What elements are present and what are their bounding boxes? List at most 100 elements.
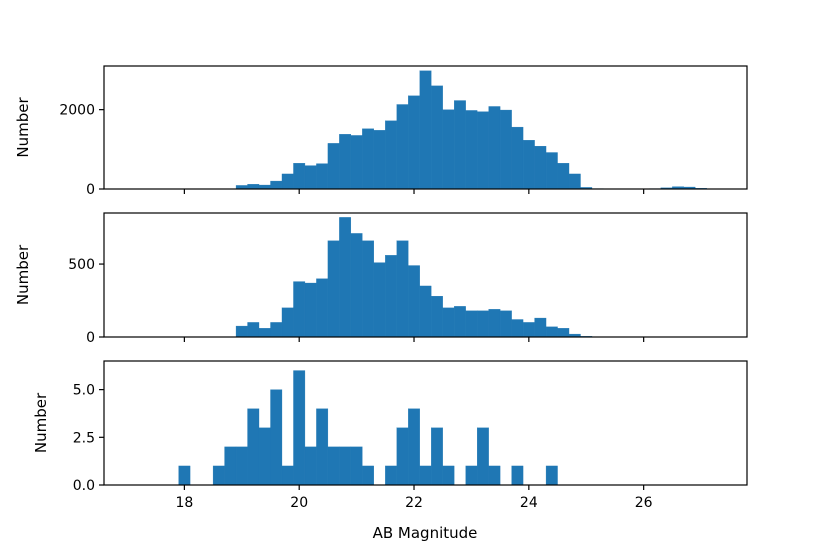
histogram-bar bbox=[545, 326, 558, 338]
histogram-bar bbox=[235, 446, 248, 486]
histogram-bar bbox=[396, 104, 409, 190]
histogram-bar bbox=[293, 281, 306, 338]
histogram-bar bbox=[362, 128, 374, 190]
histogram-bar bbox=[499, 310, 512, 338]
histogram-bar bbox=[385, 120, 397, 190]
histogram-bar bbox=[511, 126, 524, 190]
y-tick-label: 2000 bbox=[59, 103, 95, 119]
panel-top-histogram: 0 2000 Number bbox=[14, 65, 748, 198]
histogram-bar bbox=[431, 295, 443, 338]
histogram-bar bbox=[431, 427, 443, 486]
histogram-bar bbox=[270, 389, 283, 486]
y-tick-label: 2.5 bbox=[73, 430, 95, 446]
y-axis-label: Number bbox=[14, 97, 32, 158]
histogram-bar bbox=[235, 325, 248, 338]
histogram-bar bbox=[327, 143, 340, 190]
y-tick-label: 5.0 bbox=[73, 383, 95, 399]
panel-middle-histogram: 0 500 Number bbox=[14, 212, 748, 346]
histogram-bar bbox=[488, 106, 501, 190]
histogram-bar bbox=[477, 427, 489, 486]
histogram-bar bbox=[247, 184, 260, 190]
histogram-bar bbox=[339, 134, 352, 190]
histogram-bar bbox=[534, 317, 547, 338]
y-axis-label: Number bbox=[14, 244, 32, 305]
histogram-bar bbox=[465, 310, 478, 338]
histogram-bar bbox=[396, 427, 409, 486]
histogram-bar bbox=[224, 446, 237, 486]
histogram-bar bbox=[545, 465, 558, 486]
panel-bottom-histogram: 0.0 2.5 5.0 Number bbox=[32, 360, 748, 494]
histogram-bar bbox=[477, 111, 489, 190]
histogram-bar bbox=[258, 328, 271, 338]
histogram-bar bbox=[431, 85, 443, 190]
histogram-bar bbox=[212, 465, 225, 486]
histogram-bar bbox=[419, 285, 432, 338]
histogram-bar bbox=[373, 130, 386, 190]
histogram-bar bbox=[385, 255, 397, 338]
x-tick-label: 22 bbox=[405, 495, 423, 511]
axes-frame bbox=[103, 360, 748, 486]
histogram-bar bbox=[339, 217, 352, 338]
x-tick-label: 18 bbox=[175, 495, 193, 511]
histogram-bar bbox=[442, 465, 455, 486]
y-tick-label: 0 bbox=[86, 330, 95, 346]
histogram-bar bbox=[454, 306, 466, 338]
axes-frame bbox=[103, 65, 748, 190]
histogram-bar bbox=[247, 322, 260, 338]
histogram-bar bbox=[304, 446, 317, 486]
histogram-bar bbox=[270, 322, 283, 338]
histogram-bar bbox=[316, 163, 329, 190]
histogram-bar bbox=[281, 465, 294, 486]
histogram-bar bbox=[557, 163, 570, 190]
histogram-bar bbox=[477, 310, 489, 338]
histogram-bar bbox=[339, 446, 352, 486]
histogram-bar bbox=[442, 307, 455, 338]
histogram-bar bbox=[408, 95, 420, 190]
histogram-bar bbox=[419, 465, 432, 486]
histogram-bar bbox=[522, 322, 535, 338]
histogram-bar bbox=[511, 465, 524, 486]
histogram-bar bbox=[293, 163, 306, 190]
histogram-bar bbox=[499, 109, 512, 190]
histogram-bar bbox=[511, 319, 524, 338]
histogram-bar bbox=[316, 278, 329, 338]
histogram-bar bbox=[568, 173, 581, 190]
y-tick-label: 0.0 bbox=[73, 478, 95, 494]
histogram-bar bbox=[247, 408, 260, 486]
histogram-bar bbox=[270, 180, 283, 190]
histogram-bar bbox=[281, 307, 294, 338]
histogram-bar bbox=[316, 408, 329, 486]
histogram-bar bbox=[557, 328, 570, 338]
histogram-bar bbox=[419, 70, 432, 190]
histogram-bar bbox=[258, 427, 271, 486]
histogram-bar bbox=[545, 152, 558, 190]
histogram-bar bbox=[488, 309, 501, 338]
histogram-bar bbox=[534, 145, 547, 190]
y-axis-label: Number bbox=[32, 392, 50, 453]
histogram-bar bbox=[281, 173, 294, 190]
histogram-bar bbox=[304, 282, 317, 338]
histogram-bar bbox=[385, 465, 397, 486]
axes-frame bbox=[103, 212, 748, 338]
histogram-bar bbox=[178, 465, 191, 486]
histogram-bar bbox=[408, 265, 420, 338]
y-tick-label: 500 bbox=[68, 257, 95, 273]
histogram-bar bbox=[304, 165, 317, 190]
x-tick-label: 26 bbox=[635, 495, 653, 511]
x-tick-label: 20 bbox=[290, 495, 308, 511]
histogram-bar bbox=[454, 100, 466, 190]
histogram-bar bbox=[350, 446, 363, 486]
x-tick-label: 24 bbox=[520, 495, 538, 511]
histogram-bar bbox=[350, 233, 363, 338]
x-axis-ticks: 18 20 22 24 26 bbox=[175, 495, 652, 511]
histogram-bar bbox=[442, 109, 455, 190]
histogram-bar bbox=[293, 370, 306, 486]
histogram-bar bbox=[362, 465, 374, 486]
histogram-bar bbox=[465, 465, 478, 486]
y-tick-label: 0 bbox=[86, 182, 95, 198]
histogram-bar bbox=[488, 465, 501, 486]
x-axis-label: AB Magnitude bbox=[373, 524, 478, 542]
histogram-bar bbox=[408, 408, 420, 486]
histogram-bar bbox=[327, 446, 340, 486]
